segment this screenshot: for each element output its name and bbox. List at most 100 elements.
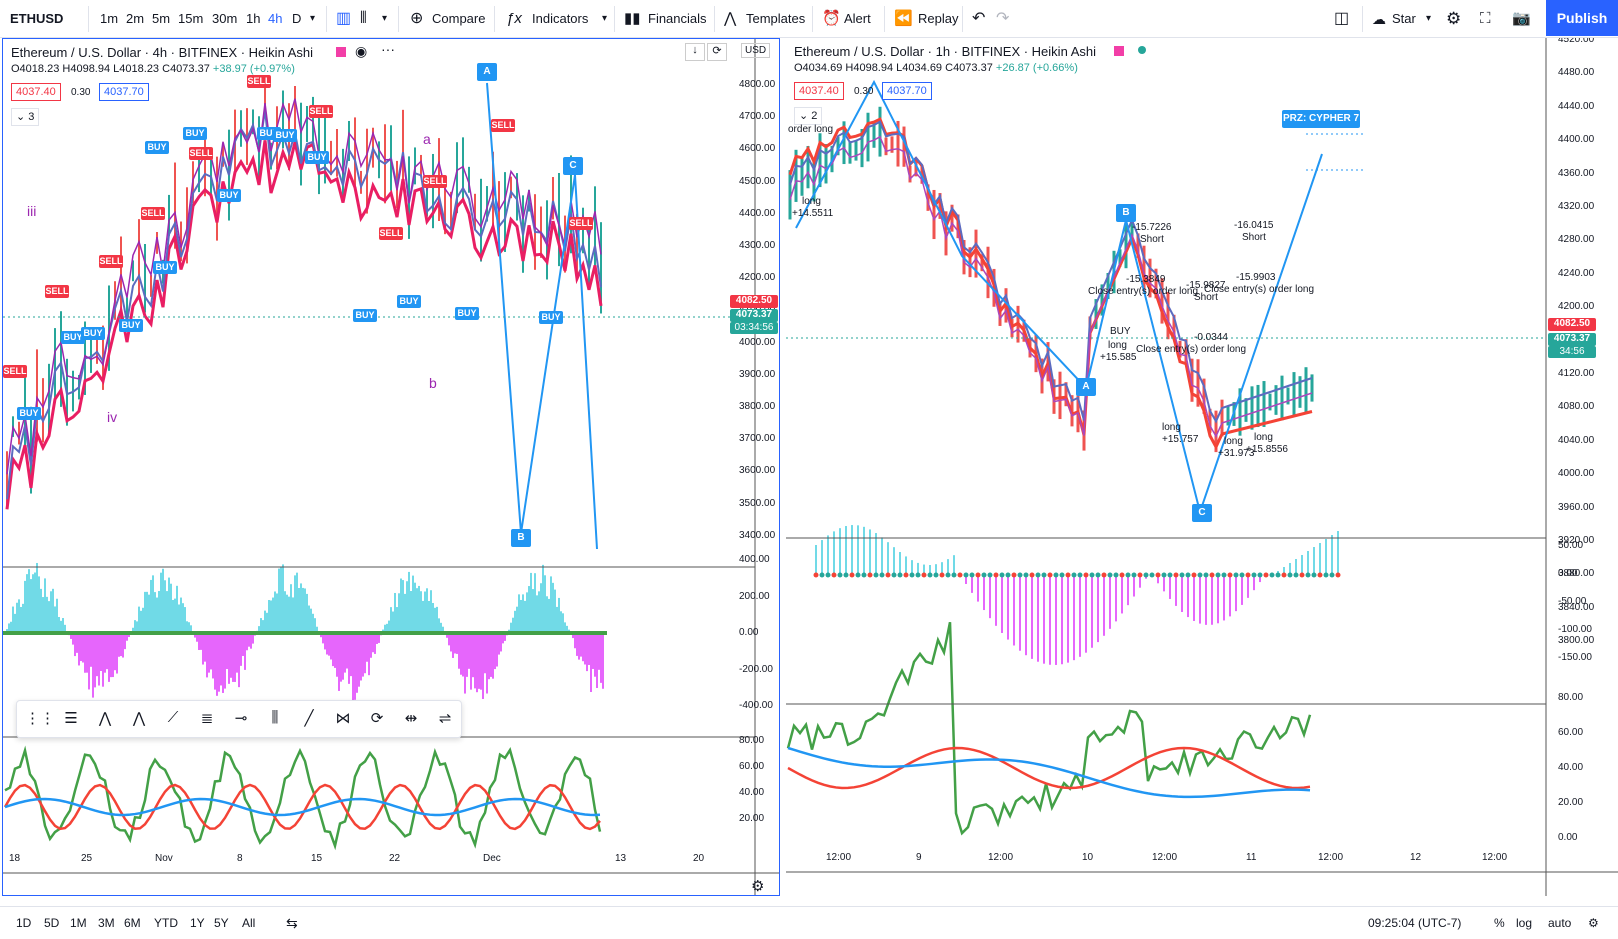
trade-annotation: long xyxy=(1254,432,1273,443)
zero-dot xyxy=(987,572,993,578)
sell-price-box[interactable]: 4037.40 xyxy=(794,82,844,100)
right-chart-canvas[interactable] xyxy=(786,38,1618,896)
measure-icon[interactable]: ⇌ xyxy=(438,710,452,727)
chevron-down-icon[interactable]: ▾ xyxy=(382,13,388,24)
price-tick: 4280.00 xyxy=(1558,234,1595,246)
candle-style-icon[interactable]: ⫴ xyxy=(360,10,367,27)
log-toggle[interactable]: log xyxy=(1516,916,1533,930)
layers-toggle[interactable]: ⌄ 3 xyxy=(11,108,40,126)
compare-button[interactable]: Compare xyxy=(432,11,486,26)
undo-icon[interactable]: ↶ xyxy=(972,10,986,27)
right-chart-pane[interactable]: Ethereum / U.S. Dollar · 1h · BITFINEX ·… xyxy=(786,38,1618,896)
sell-signal: SELL xyxy=(309,105,333,118)
left-chart-canvas[interactable] xyxy=(3,39,780,896)
zero-dot xyxy=(891,572,897,578)
cycle-icon[interactable]: ⟳ xyxy=(370,710,384,727)
drag-handle-icon[interactable]: ⋮⋮ xyxy=(25,710,55,727)
ma-line xyxy=(6,109,602,500)
range-all[interactable]: All xyxy=(242,916,256,930)
gear-icon[interactable]: ⚙ xyxy=(751,878,765,895)
current-price-tag: 4073.37 xyxy=(730,309,778,322)
chevron-down-icon[interactable]: ▾ xyxy=(1426,13,1432,24)
zero-dot xyxy=(1113,572,1119,578)
alert-button[interactable]: Alert xyxy=(844,11,871,26)
publish-button[interactable]: Publish xyxy=(1546,0,1618,36)
range-6m[interactable]: 6M xyxy=(124,916,141,930)
range-ytd[interactable]: YTD xyxy=(154,916,178,930)
chevron-down-icon[interactable]: ▾ xyxy=(602,13,608,24)
tf-1m[interactable]: 1m xyxy=(100,11,119,26)
zero-dot xyxy=(885,572,891,578)
settings-icon[interactable]: ⚙ xyxy=(1588,916,1599,930)
refresh-icon[interactable]: ⟳ xyxy=(707,43,727,61)
layers-toggle[interactable]: ⌄ 2 xyxy=(794,107,823,125)
countdown-tag: 34:56 xyxy=(1548,346,1596,358)
financials-icon[interactable]: ▮▮ xyxy=(624,10,641,27)
range-5y[interactable]: 5Y xyxy=(214,916,229,930)
layout-icon[interactable]: ◫ xyxy=(1334,10,1350,27)
gann-icon[interactable]: ⫼ xyxy=(271,709,279,726)
abc-pattern-icon[interactable]: ⋀ xyxy=(98,710,112,727)
star-button[interactable]: Star xyxy=(1392,11,1416,26)
tf-30m[interactable]: 30m xyxy=(212,11,238,26)
tf-5m[interactable]: 5m xyxy=(152,11,171,26)
fib-icon[interactable]: ≣ xyxy=(200,710,214,727)
indicators-button[interactable]: Indicators xyxy=(532,11,589,26)
chevron-down-icon[interactable]: ▾ xyxy=(310,13,316,24)
buy-signal: BUY xyxy=(61,331,85,344)
range-1d[interactable]: 1D xyxy=(16,916,32,930)
more-icon[interactable]: ··· xyxy=(381,41,395,57)
range-icon[interactable]: ⇹ xyxy=(404,710,418,727)
tf-15m[interactable]: 15m xyxy=(178,11,204,26)
replay-button[interactable]: Replay xyxy=(918,11,959,26)
range-3m[interactable]: 3M xyxy=(98,916,115,930)
range-1y[interactable]: 1Y xyxy=(190,916,205,930)
zero-dot xyxy=(933,572,939,578)
trend-icon[interactable]: ⟋ xyxy=(167,709,179,726)
xabcd-icon[interactable]: ⋈ xyxy=(335,710,351,727)
bar-style-icon[interactable]: ▥ xyxy=(336,10,352,27)
zero-dot xyxy=(1263,572,1269,578)
fullscreen-icon[interactable]: ⛶ xyxy=(1480,10,1491,27)
templates-icon[interactable]: ⋀ xyxy=(724,10,737,27)
buy-signal: BUY xyxy=(305,151,329,164)
horizontal-lines-icon[interactable]: ☰ xyxy=(64,710,78,727)
financials-button[interactable]: Financials xyxy=(648,11,707,26)
ray-icon[interactable]: ⊸ xyxy=(234,710,248,727)
zero-dot xyxy=(825,572,831,578)
range-5d[interactable]: 5D xyxy=(44,916,60,930)
buy-signal: BUY xyxy=(273,129,297,142)
currency-label[interactable]: USD xyxy=(741,43,771,58)
zero-dot xyxy=(969,572,975,578)
sell-signal: SELL xyxy=(141,207,165,220)
camera-icon[interactable]: 📷 xyxy=(1512,10,1531,27)
auto-toggle[interactable]: auto xyxy=(1548,916,1572,930)
symbol-search[interactable]: ETHUSD xyxy=(10,11,64,26)
buy-price-box[interactable]: 4037.70 xyxy=(99,83,149,101)
gear-icon[interactable]: ⚙ xyxy=(1446,9,1462,28)
indicators-icon[interactable]: ƒx xyxy=(506,10,522,27)
tf-1h[interactable]: 1h xyxy=(246,11,261,26)
compare-icon[interactable]: ⊕ xyxy=(410,10,424,27)
trade-annotation: -16.0415 xyxy=(1234,220,1274,231)
alarm-clock-icon[interactable]: ⏰ xyxy=(822,10,841,27)
date-range-icon[interactable]: ⇆ xyxy=(286,915,298,931)
templates-button[interactable]: Templates xyxy=(746,11,806,26)
sell-price-box[interactable]: 4037.40 xyxy=(11,83,61,101)
line-icon[interactable]: ╱ xyxy=(304,710,314,727)
percent-toggle[interactable]: % xyxy=(1494,916,1505,930)
tf-2m[interactable]: 2m xyxy=(126,11,145,26)
left-chart-pane[interactable]: Ethereum / U.S. Dollar · 4h · BITFINEX ·… xyxy=(2,38,780,896)
zero-dot xyxy=(1149,572,1155,578)
cloud-icon[interactable]: ☁ xyxy=(1372,11,1386,27)
replay-icon[interactable]: ⏪ xyxy=(894,10,913,27)
buy-price-box[interactable]: 4037.70 xyxy=(882,82,932,100)
range-1m[interactable]: 1M xyxy=(70,916,87,930)
elliott-wave-icon[interactable]: ⋀ xyxy=(132,710,146,727)
tf-d[interactable]: D xyxy=(292,11,302,26)
arrow-down-icon[interactable]: ↓ xyxy=(685,43,705,61)
zero-dot xyxy=(957,572,963,578)
redo-icon[interactable]: ↷ xyxy=(996,10,1010,27)
tf-4h[interactable]: 4h xyxy=(268,11,283,26)
eye-icon[interactable]: ◉ xyxy=(355,43,368,59)
